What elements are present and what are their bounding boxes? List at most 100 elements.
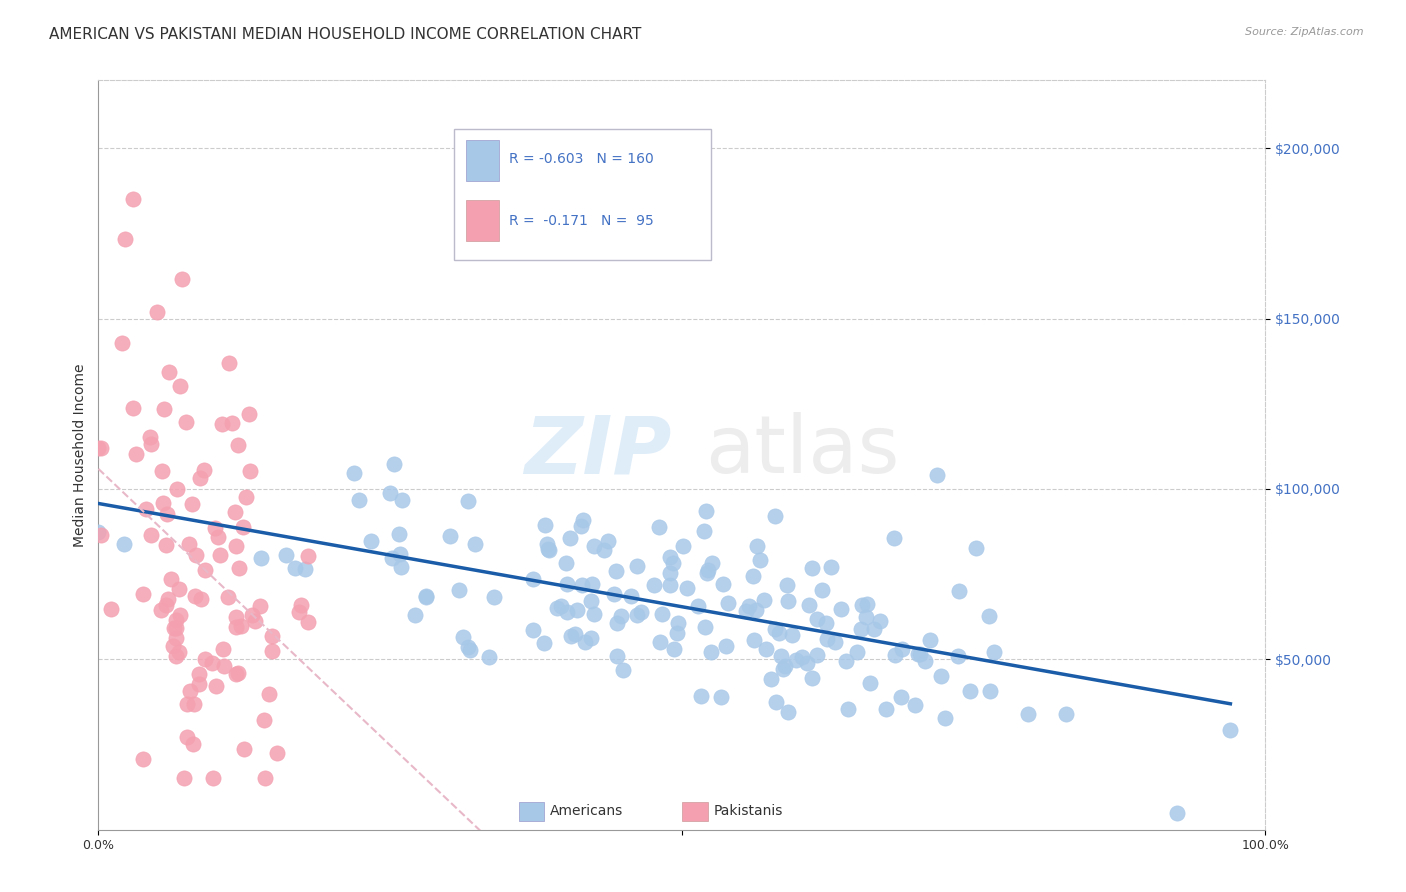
Point xyxy=(347,492,370,507)
Point xyxy=(266,746,288,760)
Point xyxy=(849,622,872,636)
Point xyxy=(449,582,471,597)
Point xyxy=(801,561,824,575)
Point xyxy=(193,463,215,477)
Point xyxy=(114,232,136,246)
Point xyxy=(612,663,634,677)
Point xyxy=(165,648,187,663)
Point xyxy=(139,528,162,542)
Point xyxy=(1017,707,1039,722)
Point xyxy=(1219,723,1241,737)
Point xyxy=(676,581,699,595)
Point xyxy=(204,521,226,535)
Point xyxy=(240,607,263,622)
Point xyxy=(360,534,382,549)
Text: Pakistanis: Pakistanis xyxy=(713,804,783,818)
Point xyxy=(225,667,247,681)
Point xyxy=(156,507,179,521)
Point xyxy=(1054,707,1077,722)
Point xyxy=(162,639,184,653)
Point xyxy=(658,566,681,581)
Point xyxy=(522,624,544,638)
Point xyxy=(648,519,671,533)
Point xyxy=(596,533,619,548)
Point xyxy=(150,602,173,616)
Point xyxy=(689,689,711,703)
Point xyxy=(659,549,682,564)
Point xyxy=(688,599,710,614)
Point xyxy=(643,578,665,592)
Point xyxy=(626,558,648,573)
Point xyxy=(157,365,180,379)
Point xyxy=(201,656,224,670)
Point xyxy=(457,493,479,508)
Point xyxy=(700,557,723,571)
Point xyxy=(800,671,823,685)
Point xyxy=(571,519,593,533)
Text: AMERICAN VS PAKISTANI MEDIAN HOUSEHOLD INCOME CORRELATION CHART: AMERICAN VS PAKISTANI MEDIAN HOUSEHOLD I… xyxy=(49,27,641,42)
Point xyxy=(165,621,187,635)
Point xyxy=(869,614,891,628)
Point xyxy=(814,616,837,631)
Point xyxy=(749,553,772,567)
Point xyxy=(695,504,717,518)
Point xyxy=(478,650,501,665)
Point xyxy=(167,582,190,597)
FancyBboxPatch shape xyxy=(465,140,499,181)
Point xyxy=(863,622,886,636)
Point xyxy=(697,563,720,577)
Point xyxy=(522,572,544,586)
Point xyxy=(810,583,832,598)
Text: atlas: atlas xyxy=(706,412,900,491)
Point xyxy=(257,687,280,701)
Point xyxy=(382,457,405,471)
Point xyxy=(742,632,765,647)
Point xyxy=(225,610,247,624)
Point xyxy=(765,695,787,709)
Point xyxy=(174,415,197,429)
Point xyxy=(153,402,176,417)
Point xyxy=(717,596,740,610)
Point xyxy=(221,417,243,431)
Point xyxy=(555,605,578,619)
Point xyxy=(651,607,673,622)
Point xyxy=(232,519,254,533)
Point xyxy=(183,697,205,711)
Point xyxy=(226,438,249,452)
Point xyxy=(139,436,162,450)
Point xyxy=(1166,805,1188,820)
Point xyxy=(606,649,628,664)
Point xyxy=(650,635,672,649)
Point xyxy=(187,667,209,681)
Point xyxy=(959,684,981,698)
Point xyxy=(87,441,110,455)
Point xyxy=(582,607,605,621)
Point xyxy=(925,467,948,482)
Point xyxy=(228,561,250,575)
Point xyxy=(592,543,614,558)
Point xyxy=(536,537,558,551)
Point xyxy=(806,612,828,626)
Point xyxy=(763,509,786,524)
Point xyxy=(464,537,486,551)
Point xyxy=(297,615,319,629)
Point xyxy=(546,600,568,615)
Point xyxy=(139,430,162,444)
Point xyxy=(111,335,134,350)
Point xyxy=(796,656,818,670)
Point xyxy=(537,541,560,556)
Point xyxy=(187,677,209,691)
Point xyxy=(388,527,411,541)
Point xyxy=(415,590,437,604)
Point xyxy=(218,356,240,370)
FancyBboxPatch shape xyxy=(682,802,707,821)
Point xyxy=(759,673,782,687)
Point xyxy=(977,609,1000,624)
Point xyxy=(830,602,852,616)
Point xyxy=(253,713,276,727)
Point xyxy=(254,772,277,786)
Point xyxy=(662,641,685,656)
Point xyxy=(946,648,969,663)
Point xyxy=(131,751,153,765)
Point xyxy=(785,653,807,667)
